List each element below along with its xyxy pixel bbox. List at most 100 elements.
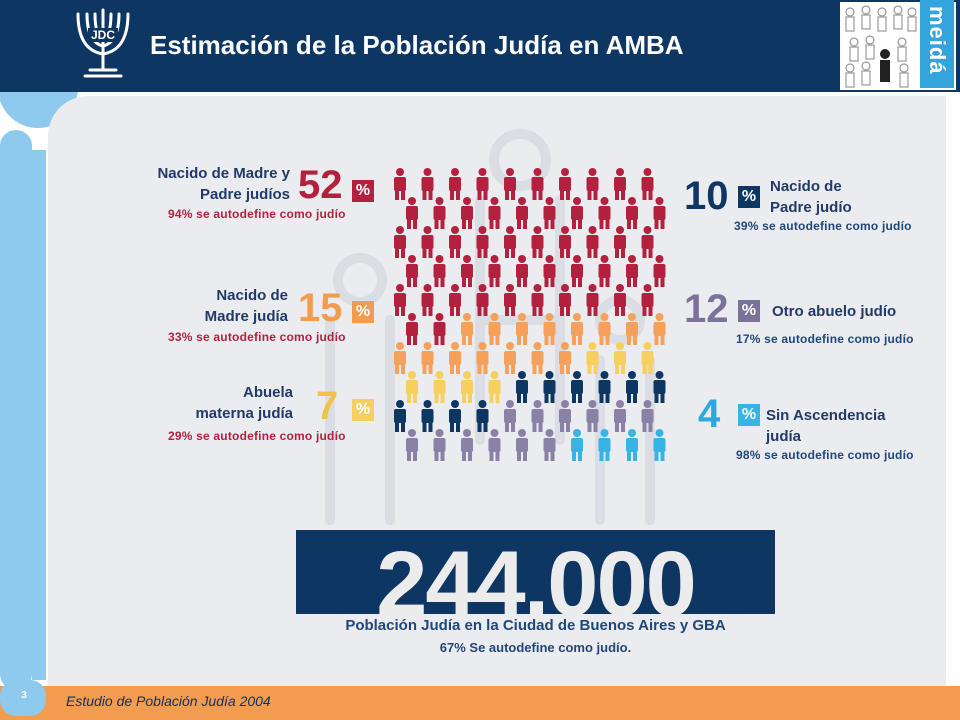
person-icon: [504, 226, 516, 258]
person-icon: [504, 168, 516, 200]
person-icon: [394, 342, 406, 374]
person-icon: [516, 255, 528, 287]
percent-badge: %: [738, 186, 760, 208]
meida-band: [920, 0, 954, 88]
person-icon: [421, 284, 434, 316]
person-icon: [421, 226, 434, 258]
person-icon: [516, 197, 528, 229]
percent-badge: %: [352, 301, 374, 323]
person-icon: [571, 371, 583, 403]
total-subcaption: 67% Se autodefine como judío.: [439, 640, 632, 655]
person-icon: [449, 342, 461, 374]
total-number: 244.000: [376, 533, 697, 614]
header-bar: [0, 0, 960, 92]
label-line: Nacido de: [770, 178, 842, 195]
logo-text: JDC: [90, 28, 115, 42]
person-icon: [488, 197, 501, 229]
person-icon: [406, 313, 418, 345]
person-icon: [461, 255, 473, 287]
person-icon: [571, 313, 583, 345]
category-label-father: Nacido de Padre judío: [770, 176, 852, 218]
person-icon: [449, 226, 461, 258]
label-line: Padre judío: [770, 199, 852, 216]
person-icon: [559, 226, 571, 258]
person-icon: [394, 168, 406, 200]
footer-bar: [0, 686, 960, 720]
person-icon: [433, 197, 446, 229]
person-icon: [488, 429, 501, 461]
category-label-mother: Nacido de Madre judía: [100, 285, 288, 327]
person-icon: [476, 342, 489, 374]
person-icon: [461, 371, 473, 403]
category-label-other-grandparent: Otro abuelo judío: [772, 303, 897, 320]
person-icon: [476, 226, 489, 258]
person-icon: [626, 197, 638, 229]
person-icon: [653, 197, 666, 229]
person-icon: [433, 313, 446, 345]
person-icon: [559, 168, 571, 200]
person-icon: [586, 168, 599, 200]
person-icon: [488, 371, 501, 403]
person-icon: [449, 400, 461, 432]
person-icon: [394, 400, 406, 432]
people-pictogram: [394, 168, 666, 461]
percent-badge: %: [352, 399, 374, 421]
person-icon: [433, 429, 446, 461]
person-icon: [626, 371, 638, 403]
person-icon: [394, 226, 406, 258]
person-icon: [559, 284, 571, 316]
person-icon: [476, 400, 489, 432]
note-both-parents: 94% se autodefine como judío: [168, 207, 346, 221]
person-icon: [433, 371, 446, 403]
person-icon: [626, 429, 638, 461]
person-icon: [641, 342, 654, 374]
person-icon: [598, 429, 611, 461]
person-icon: [626, 313, 638, 345]
person-icon: [614, 168, 626, 200]
person-icon: [406, 197, 418, 229]
label-line: Nacido de Madre y: [157, 165, 290, 182]
person-icon: [586, 342, 599, 374]
page-title: Estimación de la Población Judía en AMBA: [150, 30, 684, 60]
person-icon: [531, 400, 544, 432]
person-icon: [586, 284, 599, 316]
value-mother: 15: [298, 286, 343, 330]
person-icon: [516, 313, 528, 345]
person-icon: [476, 284, 489, 316]
person-icon: [406, 371, 418, 403]
footer-person-foot: [0, 680, 46, 716]
menorah-icon: [76, 8, 130, 78]
percent-badge: %: [738, 300, 760, 322]
person-icon: [653, 371, 666, 403]
note-maternal-grandmother: 29% se autodefine como judío: [168, 429, 346, 443]
person-icon: [598, 255, 611, 287]
person-icon: [516, 371, 528, 403]
person-icon: [449, 284, 461, 316]
person-icon: [614, 342, 626, 374]
person-icon: [433, 255, 446, 287]
person-icon: [653, 255, 666, 287]
label-line: materna judía: [195, 405, 293, 422]
person-icon: [586, 400, 599, 432]
jdc-logo: JDC: [70, 6, 136, 82]
value-other-grandparent: 12: [684, 287, 729, 331]
label-line: Nacido de: [216, 287, 288, 304]
person-icon: [421, 168, 434, 200]
person-icon: [653, 313, 666, 345]
percent-badge: %: [738, 404, 760, 426]
person-icon: [641, 284, 654, 316]
person-icon: [461, 429, 473, 461]
category-label-maternal-grandmother: Abuela materna judía: [100, 382, 293, 424]
person-icon: [543, 371, 556, 403]
label-line: Abuela: [242, 384, 293, 401]
person-icon: [571, 197, 583, 229]
person-icon: [461, 313, 473, 345]
person-icon: [461, 197, 473, 229]
person-icon: [598, 197, 611, 229]
total-box: 244.000: [296, 530, 775, 614]
person-icon: [406, 255, 418, 287]
person-icon: [641, 400, 654, 432]
label-line: Sin Ascendencia: [766, 407, 886, 424]
person-icon: [614, 284, 626, 316]
person-icon: [586, 226, 599, 258]
